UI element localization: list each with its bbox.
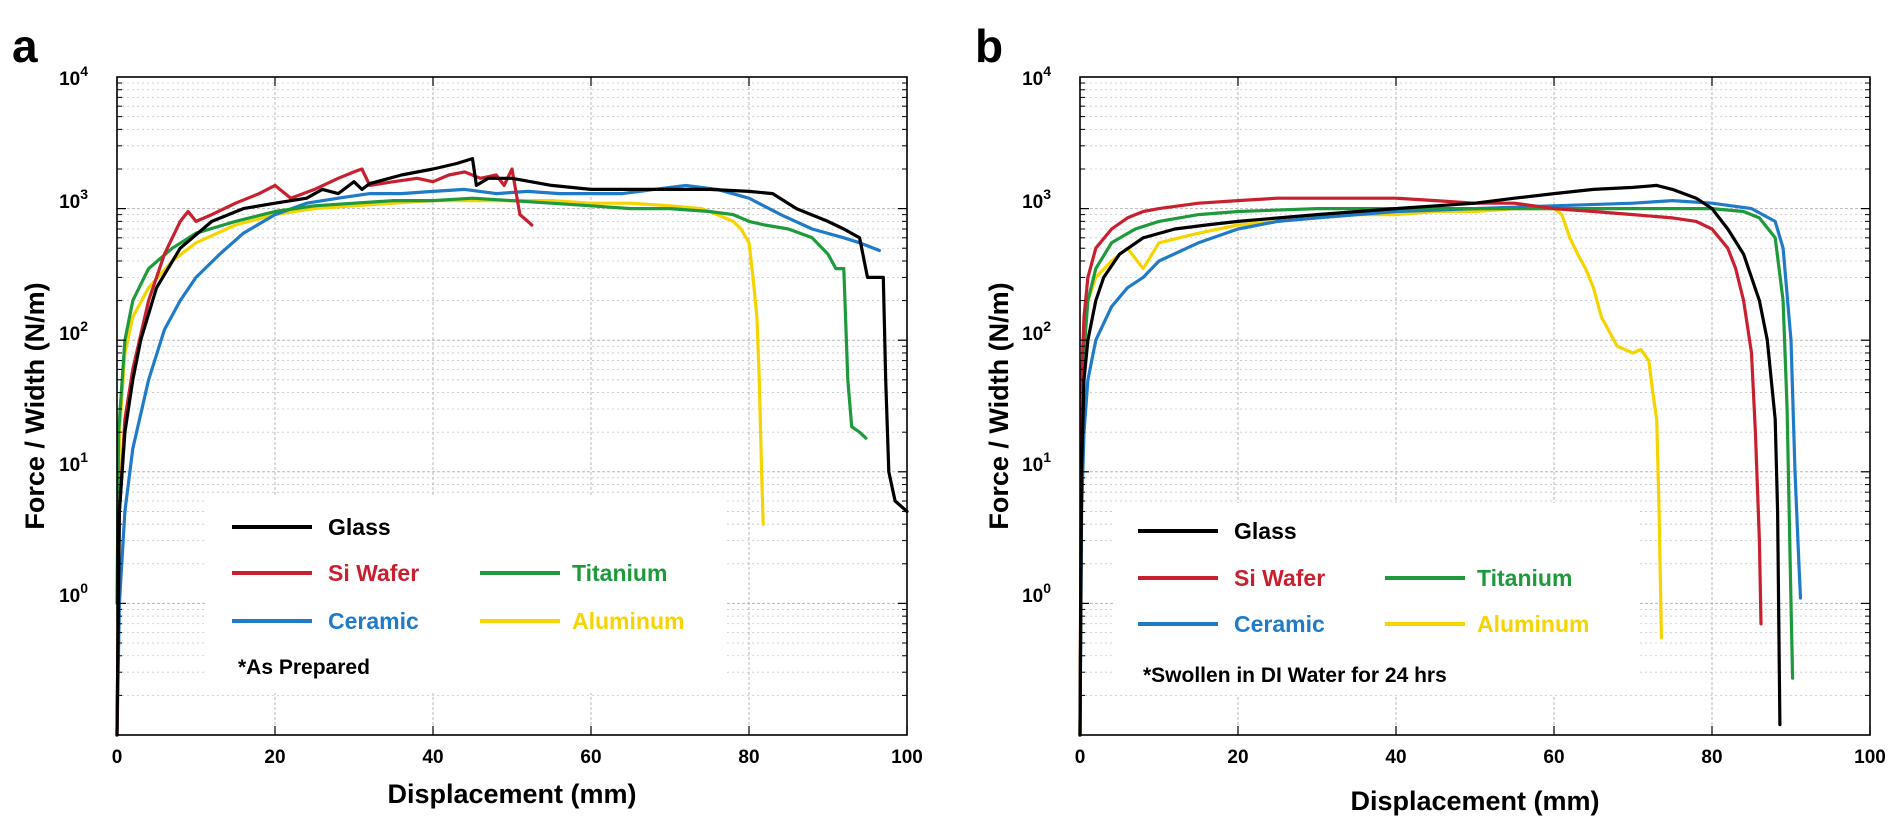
panel-a-xtick-labels: 0 20 40 60 80 100 [112,747,923,768]
panel-a-xtick-0: 0 [112,747,123,768]
legend-label-si-wafer: Si Wafer [1234,565,1325,591]
panel-b-axes-box [1079,76,1871,736]
panel-b-ytick-e2: 102 [1022,318,1051,345]
panel-b-xtick-labels: 0 20 40 60 80 100 [1075,747,1886,768]
panel-a-legend-box [205,497,725,693]
panel-a-letter: a [12,20,38,72]
panel-a-ytick-e3: 103 [59,186,88,213]
series-line-titanium [115,196,868,606]
legend-label-ceramic: Ceramic [328,608,419,634]
panel-b-legend: Glass Si Wafer Titanium Ceramic Aluminum… [1115,503,1640,695]
panel-a-xtick-100: 100 [891,747,923,768]
panel-b-lines [1078,183,1803,737]
legend-label-si-wafer: Si Wafer [328,560,419,586]
legend-label-glass: Glass [328,514,391,540]
panel-a-note: *As Prepared [238,656,370,679]
panel-b-xtick-100: 100 [1854,747,1886,768]
series-line-ceramic [1078,199,1803,737]
legend-label-ceramic: Ceramic [1234,611,1325,637]
panel-a-ytick-e1: 101 [59,449,88,476]
panel-a-x-axis-label: Displacement (mm) [387,779,636,809]
panel-b-ytick-e1: 101 [1022,449,1051,476]
panel-a-legend: Glass Si Wafer Titanium Ceramic Aluminum… [205,497,725,693]
panel-a-lines [115,157,909,737]
panel-a-xtick-20: 20 [264,747,285,768]
panel-a-xtick-60: 60 [580,747,601,768]
panel-b-ytick-e0: 100 [1022,580,1051,607]
panel-b-letter: b [975,20,1003,72]
panel-a-ytick-e0: 100 [59,580,88,607]
panel-b-ytick-e3: 103 [1022,186,1051,213]
panel-b-legend-box [1115,503,1640,695]
legend-label-aluminum: Aluminum [572,608,684,634]
panel-a-ytick-e4: 104 [59,63,88,90]
series-line-si-wafer [1078,196,1763,737]
panel-a-axes-box [116,76,908,736]
panel-b-xtick-80: 80 [1701,747,1722,768]
panel-b-xtick-0: 0 [1075,747,1086,768]
panel-b-xtick-20: 20 [1227,747,1248,768]
series-line-glass [1078,183,1782,737]
panel-a-ytick-e2: 102 [59,318,88,345]
panel-b-ytick-e4: 104 [1022,63,1051,90]
panel-a-ticks [116,77,908,735]
panel-b: b 100 101 102 103 104 0 20 40 60 80 100 … [975,20,1886,816]
panel-a-ytick-labels: 100 101 102 103 104 [59,63,88,607]
legend-label-titanium: Titanium [572,560,667,586]
panel-b-xtick-40: 40 [1385,747,1406,768]
panel-b-note: *Swollen in DI Water for 24 hrs [1143,664,1447,687]
panel-a-xtick-80: 80 [738,747,759,768]
series-line-glass [115,157,909,737]
panel-b-ytick-labels: 100 101 102 103 104 [1022,63,1051,607]
legend-label-aluminum: Aluminum [1477,611,1589,637]
panel-b-ticks [1079,77,1871,735]
panel-b-y-axis-label: Force / Width (N/m) [984,282,1014,529]
series-line-ceramic [115,183,882,737]
panel-a-xtick-40: 40 [422,747,443,768]
panel-b-x-axis-label: Displacement (mm) [1350,786,1599,816]
series-line-si-wafer [115,167,534,737]
legend-label-titanium: Titanium [1477,565,1572,591]
panel-a: a 100 101 102 103 104 0 20 40 60 80 100 … [12,20,923,809]
legend-label-glass: Glass [1234,518,1297,544]
panel-b-xtick-60: 60 [1543,747,1564,768]
panel-a-y-axis-label: Force / Width (N/m) [20,282,50,529]
